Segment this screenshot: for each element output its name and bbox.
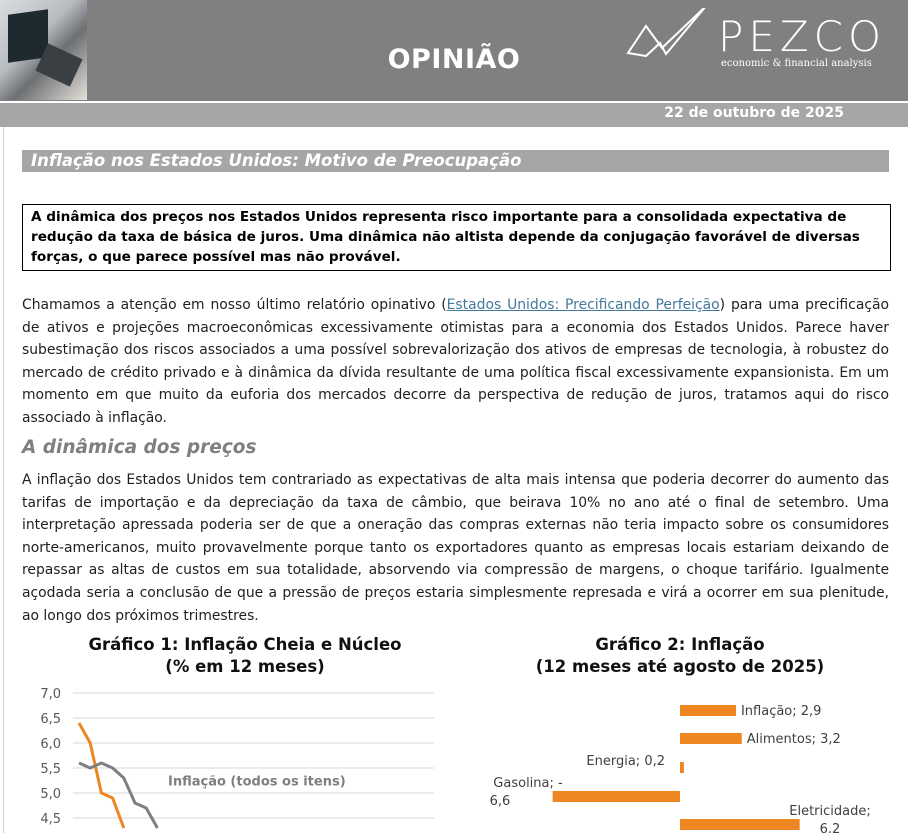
- section-heading: A dinâmica dos preços: [22, 437, 257, 458]
- y-tick-label: 5,0: [40, 787, 61, 802]
- paragraph-prices: A inflação dos Estados Unidos tem contra…: [22, 472, 889, 624]
- p1-text-cont: ) para uma precificação de ativos e proj…: [22, 297, 889, 426]
- data-label: Gasolina; -: [493, 776, 563, 791]
- bar-eletricidade: [680, 819, 800, 830]
- publication-date: 22 de outubro de 2025: [664, 105, 844, 121]
- page-border: [3, 127, 4, 833]
- bar-alimentos: [680, 733, 742, 744]
- y-tick-label: 5,5: [40, 762, 61, 777]
- date-bar: [0, 103, 908, 127]
- data-label: Inflação; 2,9: [741, 704, 821, 719]
- section-label: OPINIÃO: [387, 44, 521, 75]
- y-tick-label: 6,0: [40, 737, 61, 752]
- series-annotation: Inflação (todos os itens): [168, 775, 346, 790]
- summary-box: A dinâmica dos preços nos Estados Unidos…: [22, 204, 891, 271]
- series-line-1: [78, 761, 159, 829]
- chart2-title-main: Gráfico 2: Inflação: [595, 635, 765, 654]
- chart2-bar-chart: Inflação; 2,9 Alimentos; 3,2 Energia; 0,2 G…: [490, 704, 871, 833]
- title-bar: [22, 150, 889, 172]
- y-tick-label: 6,5: [40, 712, 61, 727]
- chart1-line-chart: 7,0 6,5 6,0 5,5 5,0 4,5 Inflação (todos os ite…: [40, 687, 434, 829]
- report-link[interactable]: Estados Unidos: Precificando Perfeição: [446, 297, 720, 313]
- bar-energia: [680, 762, 684, 773]
- bar-gasolina: [552, 791, 680, 802]
- pezco-logo-icon: [626, 8, 706, 58]
- chart1-title-main: Gráfico 1: Inflação Cheia e Núcleo: [88, 635, 402, 654]
- data-label-cont: 6,2: [820, 822, 841, 833]
- chart2-subtitle: (12 meses até agosto de 2025): [535, 657, 825, 676]
- y-tick-label: 7,0: [40, 687, 61, 702]
- p1-text: Chamamos a atenção em nosso último relat…: [22, 297, 447, 313]
- paragraph-intro: Chamamos a atenção em nosso último relat…: [22, 294, 889, 430]
- article-title: Inflação nos Estados Unidos: Motivo de P…: [31, 151, 522, 170]
- data-label: Alimentos; 3,2: [747, 732, 841, 747]
- chart2-title: Gráfico 2: Inflação (12 meses até agosto …: [460, 634, 900, 678]
- chart1-subtitle: (% em 12 meses): [165, 657, 325, 676]
- logo-name: PEZCO: [718, 12, 887, 61]
- data-label: Energia; 0,2: [586, 754, 665, 769]
- y-tick-label: 4,5: [40, 812, 61, 827]
- bar-inflação: [680, 705, 736, 716]
- series-line-0: [77, 722, 126, 829]
- data-label-cont: 6,6: [490, 794, 511, 809]
- header-banner: [0, 0, 908, 101]
- logo-tagline: economic & financial analysis: [721, 58, 872, 69]
- chart1-title: Gráfico 1: Inflação Cheia e Núcleo (% em …: [40, 634, 450, 678]
- data-label: Eletricidade;: [789, 804, 871, 819]
- header-photo: [0, 0, 87, 100]
